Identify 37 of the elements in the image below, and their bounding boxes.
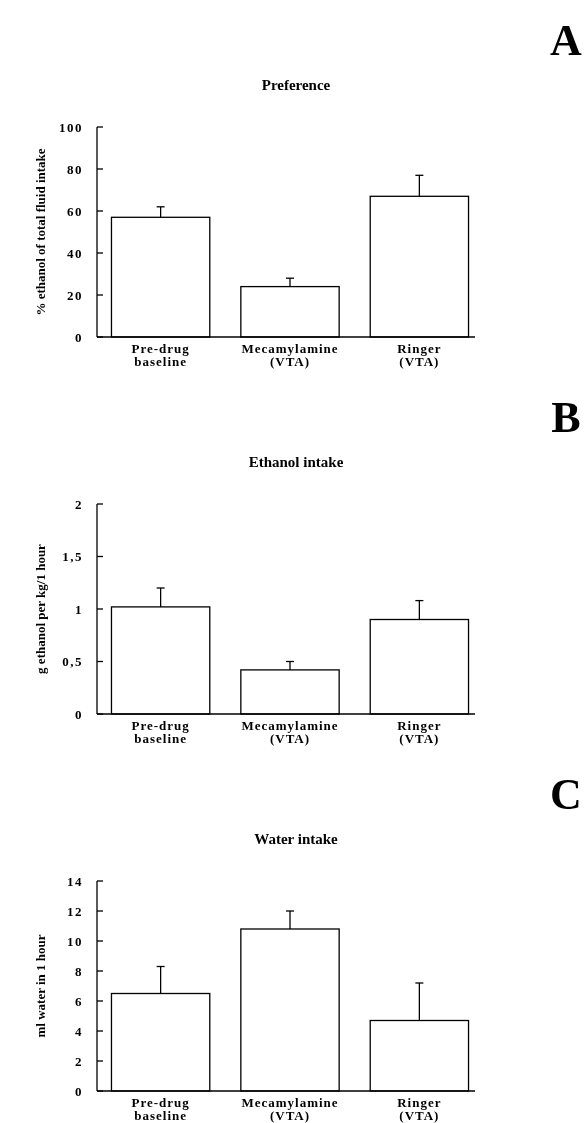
chart-title: Preference: [261, 77, 331, 93]
y-axis-title: % ethanol of total fluid intake: [33, 148, 48, 316]
y-tick-label: 80: [67, 161, 83, 177]
x-tick-label: Ringer (VTA): [397, 718, 442, 746]
y-tick-label: 12: [67, 903, 83, 919]
y-tick-label: 2: [75, 1053, 83, 1069]
y-tick-label: 6: [75, 993, 83, 1009]
x-tick-label: Mecamylamine (VTA): [241, 341, 339, 369]
x-tick-label: Mecamylamine (VTA): [241, 718, 339, 746]
chart-title: Ethanol intake: [248, 454, 344, 470]
x-tick-label: Mecamylamine (VTA): [241, 1095, 339, 1123]
text: B: [551, 393, 581, 442]
text: A: [550, 16, 583, 65]
y-tick-label: 0,5: [62, 654, 83, 670]
y-tick-label: 0: [75, 1083, 83, 1099]
y-tick-label: 60: [67, 203, 83, 219]
x-tick-label: Ringer (VTA): [397, 1095, 442, 1123]
y-tick-label: 4: [75, 1023, 83, 1039]
y-tick-label: 8: [75, 963, 83, 979]
chart-title: Water intake: [254, 831, 339, 847]
x-tick-label: Pre-drug baseline: [131, 1095, 190, 1123]
y-tick-label: 0: [75, 706, 83, 722]
y-tick-label: 14: [67, 873, 83, 889]
y-axis-title: g ethanol per kg/1 hour: [33, 543, 48, 674]
y-tick-label: 0: [75, 329, 83, 345]
y-tick-label: 40: [67, 245, 83, 261]
x-tick-label: Pre-drug baseline: [131, 341, 190, 369]
text: C: [550, 770, 582, 819]
y-tick-label: 2: [75, 496, 83, 512]
x-tick-label: Ringer (VTA): [397, 341, 442, 369]
y-tick-label: 10: [67, 933, 83, 949]
y-tick-label: 1,5: [62, 549, 83, 565]
y-tick-label: 20: [67, 287, 83, 303]
x-tick-label: Pre-drug baseline: [131, 718, 190, 746]
y-tick-label: 1: [75, 601, 83, 617]
y-tick-label: 100: [59, 119, 83, 135]
y-axis-title: ml water in 1 hour: [33, 934, 48, 1038]
